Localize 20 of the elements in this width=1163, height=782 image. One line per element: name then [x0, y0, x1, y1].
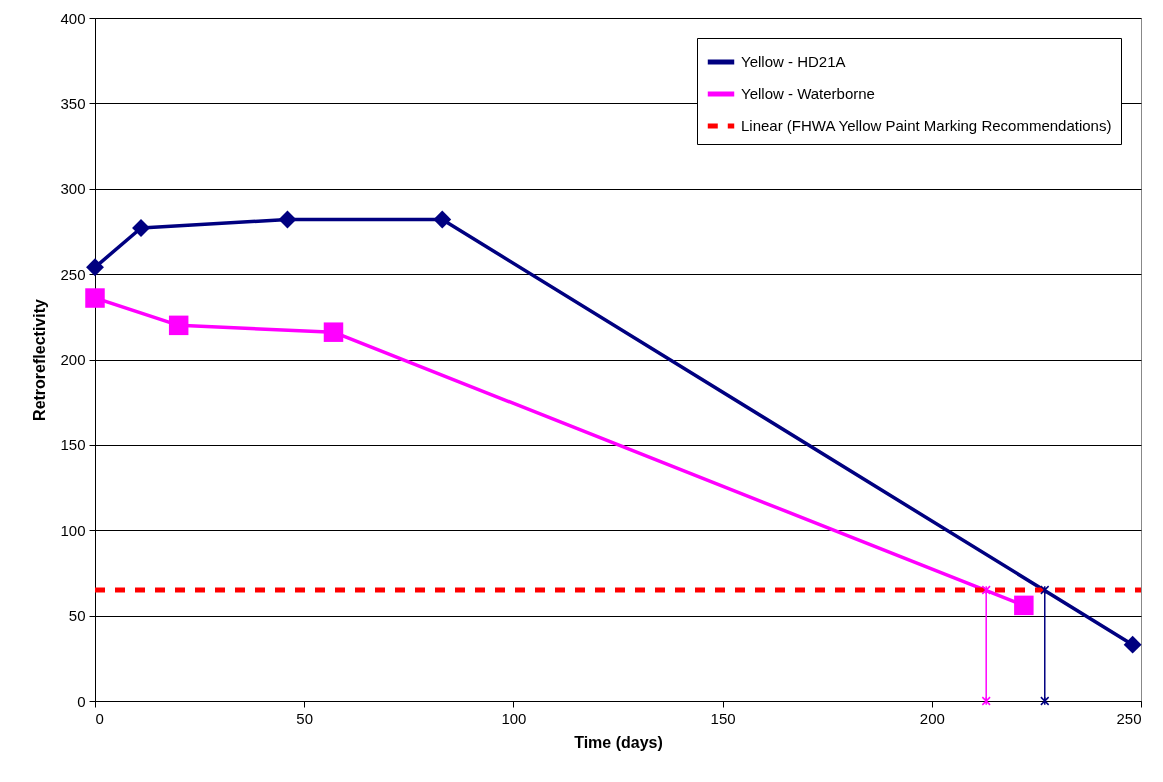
legend-label: Linear (FHWA Yellow Paint Marking Recommendations): [741, 117, 1112, 134]
x-tick-label: 100: [501, 709, 527, 727]
y-tick-label: 250: [60, 265, 86, 283]
y-axis-title: Retroreflectivity: [31, 298, 49, 421]
x-tick-label: 250: [1116, 709, 1142, 727]
y-tick-label: 200: [60, 351, 86, 368]
y-tick-label: 300: [60, 180, 86, 198]
x-tick-label: 150: [710, 709, 736, 727]
y-tick-label: 400: [60, 9, 86, 27]
y-tick-label: 150: [60, 436, 86, 454]
y-tick-label: 50: [68, 607, 86, 625]
x-tick-label: 50: [296, 709, 314, 727]
legend-label: Yellow - HD21A: [741, 53, 846, 70]
x-tick-label: 200: [919, 709, 945, 727]
y-tick-label: 100: [60, 521, 86, 539]
y-tick-label: 0: [77, 692, 86, 710]
x-axis-title: Time (days): [574, 733, 663, 751]
y-tick-label: 350: [60, 94, 86, 112]
legend-label: Yellow - Waterborne: [741, 85, 875, 102]
x-tick-label: 0: [95, 709, 104, 727]
